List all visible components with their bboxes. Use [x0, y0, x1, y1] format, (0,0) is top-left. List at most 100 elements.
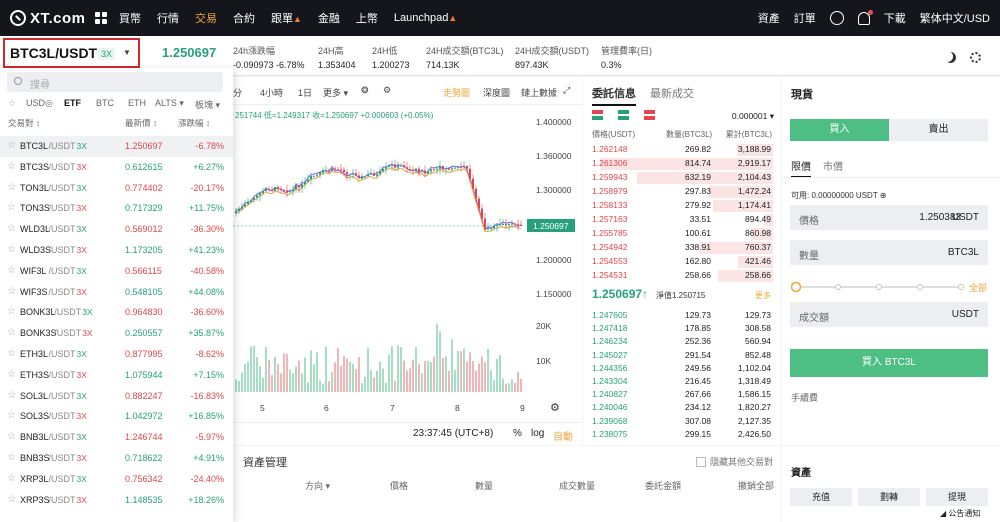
logo[interactable]: XT.com	[10, 10, 95, 27]
bid-row[interactable]: 1.243304 216.45 1,318.49	[583, 375, 781, 389]
precision-select[interactable]: 0.000001 ▾	[731, 111, 774, 121]
nav-futures[interactable]: 合約	[233, 13, 255, 25]
auto-toggle[interactable]: 自動	[553, 432, 573, 443]
expand-icon[interactable]: ⤢	[563, 85, 571, 95]
col-direction[interactable]: 方向 ▾	[305, 481, 331, 491]
fee-link[interactable]: 手續費	[791, 393, 819, 403]
favorites-star-icon[interactable]: ☆	[8, 98, 17, 108]
buy-tab[interactable]: 買入	[790, 119, 889, 141]
filter-btc[interactable]: BTC	[96, 98, 114, 108]
favorite-star-icon[interactable]: ☆	[7, 472, 16, 484]
hide-other-pairs[interactable]: 隱藏其他交易對	[696, 455, 773, 468]
nav-orders[interactable]: 訂單	[793, 13, 816, 25]
nav-markets[interactable]: 行情	[157, 13, 179, 25]
nav-trade[interactable]: 交易	[195, 13, 217, 25]
nav-assets[interactable]: 資產	[757, 13, 780, 25]
user-icon[interactable]	[829, 11, 844, 25]
interval-4h[interactable]: 4小時	[260, 88, 284, 98]
ask-row[interactable]: 1.261306 814.74 2,919.17	[583, 157, 781, 171]
ask-row[interactable]: 1.258979 297.83 1,472.24	[583, 185, 781, 199]
pair-list-item[interactable]: ☆ BONK3L/USDT 3X 0.964830 -36.60%	[0, 302, 233, 323]
favorite-star-icon[interactable]: ☆	[7, 493, 16, 505]
favorite-star-icon[interactable]: ☆	[7, 202, 16, 214]
favorite-star-icon[interactable]: ☆	[7, 181, 16, 193]
tab-onchain-data[interactable]: 鏈上數據	[521, 88, 558, 98]
pair-list-item[interactable]: ☆ BTC3L/USDT 3X 1.250697 -6.78%	[0, 136, 233, 157]
ask-row[interactable]: 1.262148 269.82 3,188.99	[583, 143, 781, 157]
nav-finance[interactable]: 金融	[317, 13, 340, 25]
ask-row[interactable]: 1.254553 162.80 421.46	[583, 255, 781, 269]
nav-copy-trading[interactable]: 跟單▲	[271, 10, 302, 26]
favorite-star-icon[interactable]: ☆	[7, 223, 16, 235]
pair-list-item[interactable]: ☆ ETH3S/USDT 3X 1.075944 +7.15%	[0, 365, 233, 386]
nav-buy-crypto[interactable]: 買幣	[119, 13, 141, 25]
gear-icon[interactable]	[970, 52, 981, 63]
pair-list-item[interactable]: ☆ BTC3S/USDT 3X 0.612615 +6.27%	[0, 157, 233, 178]
nav-listing[interactable]: 上幣	[355, 13, 378, 25]
tab-depth-chart[interactable]: 深度圖	[483, 88, 511, 98]
candlestick-chart[interactable]: 1.400000 1.360000 1.300000 1.200000 1.15…	[233, 117, 582, 422]
pair-list-item[interactable]: ☆ WIF3L/USDT 3X 0.566115 -40.58%	[0, 261, 233, 282]
book-asks-icon[interactable]	[644, 110, 655, 121]
favorite-star-icon[interactable]: ☆	[7, 306, 16, 318]
quantity-field[interactable]: 數量 BTC3L	[790, 240, 988, 265]
tab-order-book[interactable]: 委託信息	[592, 88, 636, 106]
book-bids-icon[interactable]	[618, 110, 629, 121]
percent-toggle[interactable]: %	[513, 428, 522, 439]
tab-market[interactable]: 市價	[823, 162, 843, 173]
filter-alts[interactable]: ALTS ▾	[155, 98, 184, 108]
pair-list-item[interactable]: ☆ TON3L/USDT 3X 0.774402 -20.17%	[0, 178, 233, 199]
bell-icon[interactable]	[857, 9, 873, 25]
bid-row[interactable]: 1.240046 234.12 1,820.27	[583, 401, 781, 415]
indicator-icon[interactable]: ❂	[361, 85, 369, 95]
col-last-price[interactable]: 最新價 ↕	[125, 118, 158, 128]
transfer-button[interactable]: 劃轉	[858, 488, 920, 506]
favorite-star-icon[interactable]: ☆	[7, 140, 16, 151]
deposit-button[interactable]: 充值	[790, 488, 852, 506]
apps-grid-icon[interactable]	[95, 12, 107, 24]
col-pair[interactable]: 交易對 ↕	[8, 118, 41, 128]
interval-minute[interactable]: 分	[233, 88, 243, 98]
favorite-star-icon[interactable]: ☆	[7, 431, 16, 443]
favorite-star-icon[interactable]: ☆	[7, 368, 16, 380]
pair-list-item[interactable]: ☆ TON3S/USDT 3X 0.717329 +11.75%	[0, 198, 233, 219]
bid-row[interactable]: 1.244356 249.56 1,102.04	[583, 362, 781, 376]
tab-trend-chart[interactable]: 走勢圖	[443, 88, 471, 98]
filter-eth[interactable]: ETH	[128, 98, 146, 108]
tab-latest-trades[interactable]: 最新成交	[650, 88, 694, 100]
amount-slider[interactable]: 全部	[790, 281, 989, 293]
interval-more[interactable]: 更多 ▾	[323, 88, 349, 98]
amount-field[interactable]: 成交額 USDT	[790, 302, 988, 327]
tab-asset-management[interactable]: 資產管理	[243, 457, 287, 469]
ask-row[interactable]: 1.254942 338.91 760.37	[583, 241, 781, 255]
nav-download[interactable]: 下載	[883, 13, 906, 25]
nav-language-currency[interactable]: 繁体中文/USD	[919, 13, 990, 25]
hide-others-checkbox[interactable]	[696, 456, 706, 467]
filter-usd[interactable]: USD◎	[26, 98, 53, 108]
buy-submit-button[interactable]: 買入 BTC3L	[790, 349, 988, 377]
pair-list-item[interactable]: ☆ ETH3L/USDT 3X 0.877995 -8.62%	[0, 344, 233, 365]
favorite-star-icon[interactable]: ☆	[7, 244, 16, 255]
pair-list-item[interactable]: ☆ BNB3S/USDT 3X 0.718622 +4.91%	[0, 448, 233, 469]
ask-row[interactable]: 1.259943 632.19 2,104.43	[583, 171, 781, 185]
search-input[interactable]: 搜尋	[7, 72, 223, 92]
favorite-star-icon[interactable]: ☆	[7, 160, 16, 172]
pair-list-item[interactable]: ☆ WIF3S/USDT 3X 0.548105 +44.08%	[0, 282, 233, 303]
ask-row[interactable]: 1.257163 33.51 894.49	[583, 213, 781, 227]
withdraw-button[interactable]: 提現	[926, 488, 988, 506]
tab-limit[interactable]: 限價	[791, 162, 811, 178]
ask-row[interactable]: 1.255785 100.61 860.98	[583, 227, 781, 241]
book-both-icon[interactable]	[592, 110, 603, 121]
pair-list-item[interactable]: ☆ BNB3L/USDT 3X 1.246744 -5.97%	[0, 427, 233, 448]
book-more-link[interactable]: 更多	[755, 291, 771, 300]
settings-icon[interactable]: ⚙	[383, 85, 392, 95]
favorite-star-icon[interactable]: ☆	[7, 452, 16, 463]
pair-list-item[interactable]: ☆ WLD3S/USDT 3X 1.173205 +41.23%	[0, 240, 233, 261]
pair-list-item[interactable]: ☆ BONK3S/USDT 3X 0.250557 +35.87%	[0, 323, 233, 344]
favorite-star-icon[interactable]: ☆	[7, 327, 16, 339]
bid-row[interactable]: 1.246234 252.36 560.94	[583, 335, 781, 349]
bid-row[interactable]: 1.247418 178.85 308.58	[583, 322, 781, 336]
ask-row[interactable]: 1.258133 279.92 1,174.41	[583, 199, 781, 213]
all-button[interactable]: 全部	[969, 283, 988, 293]
cancel-all-button[interactable]: 撤銷全部	[738, 481, 775, 491]
